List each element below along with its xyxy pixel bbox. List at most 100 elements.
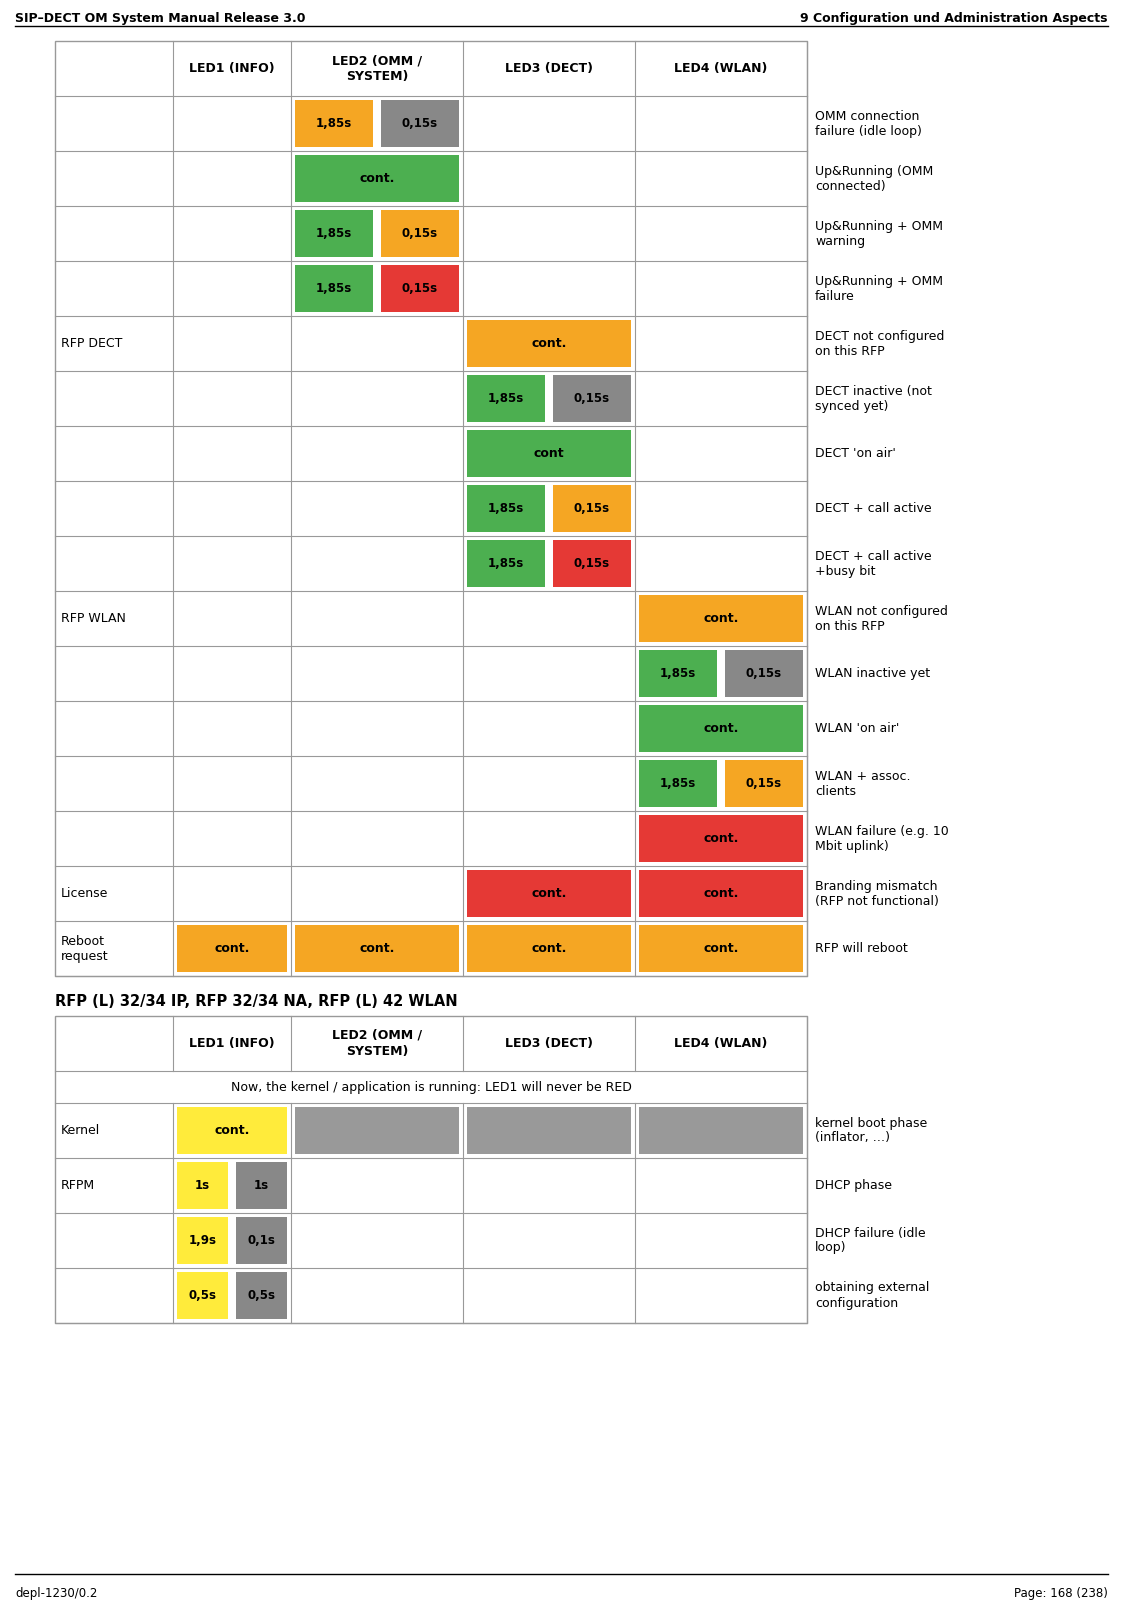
Text: LED3 (DECT): LED3 (DECT): [504, 63, 593, 76]
Text: 0,15s: 0,15s: [402, 282, 438, 294]
Text: 0,15s: 0,15s: [574, 557, 610, 570]
Text: 1,85s: 1,85s: [488, 557, 525, 570]
Bar: [467, 870, 631, 917]
Text: RFP WLAN: RFP WLAN: [61, 611, 126, 624]
Bar: [467, 320, 631, 367]
Text: WLAN 'on air': WLAN 'on air': [815, 722, 899, 735]
Bar: [467, 541, 545, 587]
Text: 0,15s: 0,15s: [574, 393, 610, 405]
Bar: [381, 100, 458, 146]
Text: OMM connection
failure (idle loop): OMM connection failure (idle loop): [815, 109, 921, 137]
Bar: [237, 1216, 287, 1265]
Text: LED4 (WLAN): LED4 (WLAN): [675, 1036, 768, 1051]
Bar: [553, 375, 631, 422]
Bar: [177, 1162, 228, 1208]
Text: 0,5s: 0,5s: [188, 1289, 216, 1302]
Text: Kernel: Kernel: [61, 1125, 100, 1138]
Text: 0,1s: 0,1s: [248, 1234, 276, 1247]
Text: DHCP failure (idle
loop): DHCP failure (idle loop): [815, 1226, 926, 1255]
Bar: [639, 595, 803, 642]
Bar: [639, 816, 803, 862]
Bar: [639, 870, 803, 917]
Bar: [381, 265, 458, 312]
Bar: [295, 211, 373, 257]
Text: WLAN + assoc.
clients: WLAN + assoc. clients: [815, 769, 910, 798]
Text: LED4 (WLAN): LED4 (WLAN): [675, 63, 768, 76]
Bar: [295, 925, 458, 972]
Text: 0,15s: 0,15s: [745, 777, 782, 790]
Bar: [295, 154, 458, 203]
Text: DECT 'on air': DECT 'on air': [815, 447, 896, 460]
Text: cont.: cont.: [531, 887, 567, 899]
Text: WLAN inactive yet: WLAN inactive yet: [815, 668, 930, 681]
Text: Reboot
request: Reboot request: [61, 935, 109, 962]
Bar: [639, 759, 717, 808]
Text: 1,85s: 1,85s: [316, 282, 352, 294]
Text: 1,85s: 1,85s: [316, 117, 352, 130]
Bar: [177, 1216, 228, 1265]
Text: RFP (L) 32/34 IP, RFP 32/34 NA, RFP (L) 42 WLAN: RFP (L) 32/34 IP, RFP 32/34 NA, RFP (L) …: [55, 994, 457, 1009]
Text: cont.: cont.: [214, 1125, 250, 1138]
Bar: [639, 705, 803, 751]
Text: LED2 (OMM /
SYSTEM): LED2 (OMM / SYSTEM): [332, 1030, 423, 1059]
Text: RFPM: RFPM: [61, 1179, 95, 1192]
Text: LED3 (DECT): LED3 (DECT): [504, 1036, 593, 1051]
Bar: [177, 925, 287, 972]
Bar: [467, 925, 631, 972]
Bar: [553, 541, 631, 587]
Text: Now, the kernel / application is running: LED1 will never be RED: Now, the kernel / application is running…: [231, 1081, 631, 1094]
Text: DECT + call active: DECT + call active: [815, 502, 932, 515]
Text: 1,85s: 1,85s: [660, 668, 696, 681]
Bar: [177, 1107, 287, 1154]
Text: LED2 (OMM /
SYSTEM): LED2 (OMM / SYSTEM): [332, 55, 423, 84]
Bar: [55, 1015, 807, 1323]
Text: Page: 168 (238): Page: 168 (238): [1015, 1586, 1108, 1599]
Text: cont.: cont.: [703, 832, 739, 845]
Text: 1,85s: 1,85s: [316, 227, 352, 240]
Bar: [467, 1107, 631, 1154]
Bar: [177, 1273, 228, 1319]
Bar: [725, 759, 803, 808]
Text: License: License: [61, 887, 109, 899]
Text: cont.: cont.: [360, 941, 395, 956]
Text: DHCP phase: DHCP phase: [815, 1179, 892, 1192]
Bar: [725, 650, 803, 697]
Bar: [639, 650, 717, 697]
Bar: [639, 925, 803, 972]
Text: Up&Running (OMM
connected): Up&Running (OMM connected): [815, 164, 934, 193]
Bar: [237, 1273, 287, 1319]
Text: 0,15s: 0,15s: [574, 502, 610, 515]
Bar: [295, 100, 373, 146]
Text: 0,15s: 0,15s: [402, 117, 438, 130]
Text: 0,5s: 0,5s: [248, 1289, 276, 1302]
Text: 1,85s: 1,85s: [488, 502, 525, 515]
Text: Up&Running + OMM
failure: Up&Running + OMM failure: [815, 275, 943, 302]
Text: DECT not configured
on this RFP: DECT not configured on this RFP: [815, 330, 944, 357]
Bar: [553, 484, 631, 533]
Text: cont.: cont.: [531, 336, 567, 351]
Bar: [55, 40, 807, 977]
Text: 1,85s: 1,85s: [488, 393, 525, 405]
Text: cont.: cont.: [703, 941, 739, 956]
Text: 0,15s: 0,15s: [745, 668, 782, 681]
Text: 1,85s: 1,85s: [660, 777, 696, 790]
Text: cont.: cont.: [214, 941, 250, 956]
Text: WLAN not configured
on this RFP: WLAN not configured on this RFP: [815, 605, 948, 632]
Text: kernel boot phase
(inflator, …): kernel boot phase (inflator, …): [815, 1117, 927, 1144]
Bar: [467, 430, 631, 476]
Text: cont.: cont.: [703, 887, 739, 899]
Text: 1s: 1s: [195, 1179, 210, 1192]
Text: DECT + call active
+busy bit: DECT + call active +busy bit: [815, 550, 932, 578]
Bar: [639, 1107, 803, 1154]
Text: SIP–DECT OM System Manual Release 3.0: SIP–DECT OM System Manual Release 3.0: [15, 11, 306, 26]
Text: 0,15s: 0,15s: [402, 227, 438, 240]
Text: LED1 (INFO): LED1 (INFO): [189, 63, 275, 76]
Bar: [295, 265, 373, 312]
Text: cont.: cont.: [531, 941, 567, 956]
Bar: [467, 375, 545, 422]
Text: WLAN failure (e.g. 10
Mbit uplink): WLAN failure (e.g. 10 Mbit uplink): [815, 824, 948, 853]
Bar: [381, 211, 458, 257]
Text: 1,9s: 1,9s: [188, 1234, 216, 1247]
Text: DECT inactive (not
synced yet): DECT inactive (not synced yet): [815, 385, 932, 412]
Text: LED1 (INFO): LED1 (INFO): [189, 1036, 275, 1051]
